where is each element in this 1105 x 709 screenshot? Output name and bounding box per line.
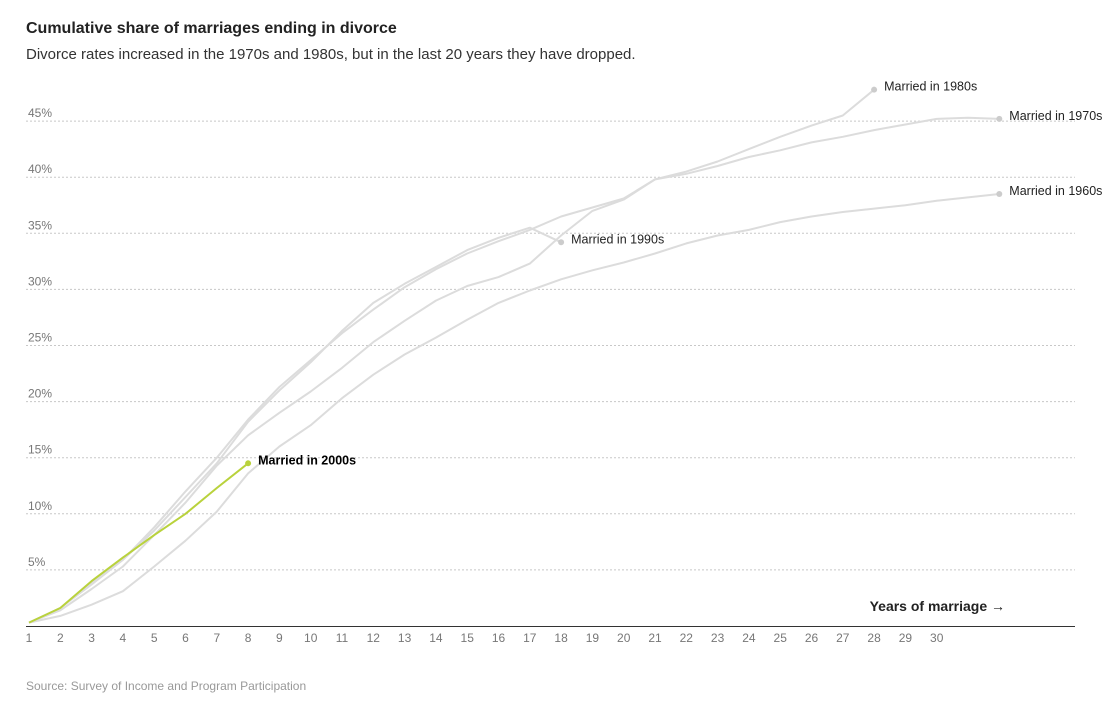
x-tick-label: 16 [492, 631, 506, 645]
y-tick-label: 40% [28, 162, 52, 176]
series-end-marker [871, 86, 878, 93]
y-tick-label: 5% [28, 555, 46, 569]
y-tick-label: 20% [28, 387, 52, 401]
y-tick-label: 45% [28, 106, 52, 120]
series-line [28, 88, 875, 624]
x-tick-label: 28 [867, 631, 881, 645]
x-tick-label: 18 [554, 631, 568, 645]
grid-layer: 5% 10% 15% 20% 25% 30% 35% 40% 45% [26, 106, 1075, 571]
y-tick-label: 10% [28, 499, 52, 513]
x-tick-label: 17 [523, 631, 537, 645]
x-tick-label: 5 [151, 631, 158, 645]
x-tick-label: 9 [276, 631, 283, 645]
series-end-marker [996, 115, 1003, 122]
y-tick-label: 15% [28, 443, 52, 457]
x-tick-label: 30 [930, 631, 944, 645]
x-tick-label: 11 [336, 631, 349, 645]
chart-subtitle: Divorce rates increased in the 1970s and… [26, 46, 636, 63]
x-tick-label: 2 [57, 631, 64, 645]
x-axis: 1 2 3 4 5 6 7 8 9 10 11 12 13 14 15 16 17 18 19 20 21 22 23 24 2… [26, 626, 1075, 645]
x-tick-label: 3 [88, 631, 95, 645]
x-tick-label: 29 [899, 631, 913, 645]
y-tick-label: 25% [28, 331, 52, 345]
series-label: Married in 1990s [571, 232, 664, 246]
x-tick-label: 4 [120, 631, 127, 645]
series-end-marker [996, 191, 1003, 198]
x-tick-label: 7 [213, 631, 220, 645]
series-line [28, 193, 1000, 624]
x-tick-label: 14 [429, 631, 443, 645]
x-tick-label: 6 [182, 631, 189, 645]
chart-title: Cumulative share of marriages ending in … [26, 20, 397, 37]
series-layer [28, 86, 1003, 624]
x-tick-label: 19 [586, 631, 600, 645]
series-end-marker [558, 239, 565, 246]
x-tick-label: 23 [711, 631, 725, 645]
series-label: Married in 1970s [1009, 109, 1102, 123]
x-tick-label: 20 [617, 631, 631, 645]
series-line [28, 462, 249, 624]
x-tick-label: 21 [648, 631, 662, 645]
source-note: Source: Survey of Income and Program Par… [26, 679, 307, 693]
x-tick-label: 10 [304, 631, 318, 645]
x-tick-label: 13 [398, 631, 412, 645]
series-end-marker [245, 460, 252, 467]
x-tick-label: 8 [245, 631, 252, 645]
x-tick-label: 15 [461, 631, 475, 645]
series-label: Married in 1980s [884, 80, 977, 94]
x-tick-label: 26 [805, 631, 819, 645]
x-tick-label: 22 [680, 631, 694, 645]
x-tick-label: 24 [742, 631, 756, 645]
series-label-layer: Married in 1960s Married in 1970s Married … [258, 80, 1102, 468]
x-tick-label: 12 [367, 631, 381, 645]
y-tick-label: 30% [28, 274, 52, 288]
series-line [28, 226, 562, 624]
x-tick-label: 1 [26, 631, 33, 645]
x-tick-label: 27 [836, 631, 850, 645]
x-axis-title: Years of marriage → [870, 598, 1005, 614]
y-tick-label: 35% [28, 218, 52, 232]
series-label: Married in 2000s [258, 453, 356, 467]
series-line [28, 116, 1000, 624]
x-tick-label: 25 [774, 631, 788, 645]
series-label: Married in 1960s [1009, 184, 1102, 198]
